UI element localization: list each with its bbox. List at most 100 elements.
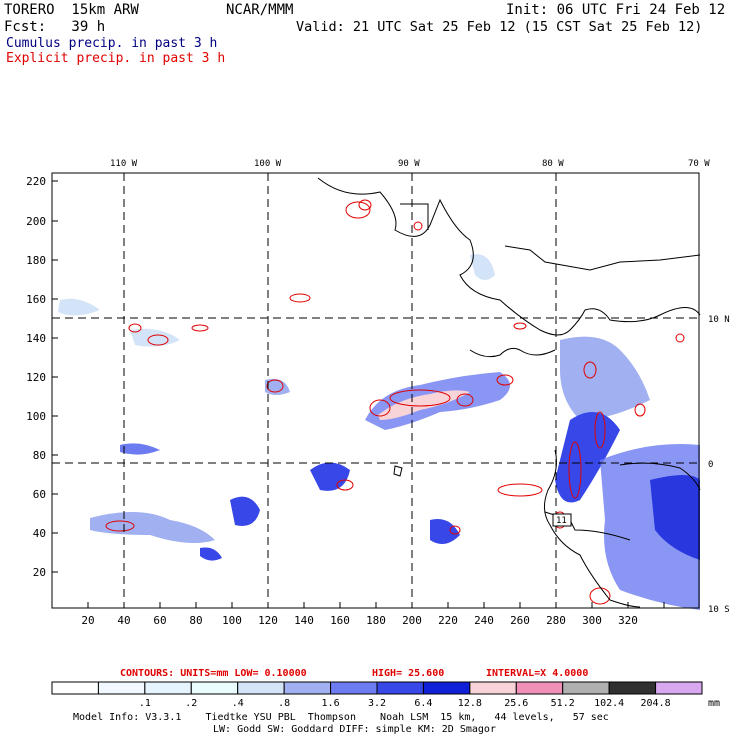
organization-label: NCAR/MMM [226, 2, 294, 18]
precip-area [560, 336, 650, 420]
y-tick-label: 60 [33, 488, 46, 501]
contour [413, 221, 423, 231]
model-info: Model Info: V3.3.1 Tiedtke YSU PBL Thomp… [73, 712, 609, 723]
contour-info: CONTOURS: UNITS=mm LOW= 0.10000 HIGH= 25… [120, 668, 588, 679]
contour [369, 399, 391, 417]
contour [128, 323, 142, 333]
x-tick-label: 160 [330, 614, 350, 627]
coastline [469, 347, 556, 358]
lon-label: 90 W [398, 159, 420, 169]
y-tick-label: 200 [26, 215, 46, 228]
valid-time: Valid: 21 UTC Sat 25 Feb 12 (15 CST Sat … [296, 19, 703, 35]
y-tick-label: 40 [33, 527, 46, 540]
y-tick-label: 140 [26, 332, 46, 345]
precip-area [378, 390, 470, 420]
precip-area [230, 496, 260, 526]
model-title: TORERO 15km ARW [4, 2, 139, 18]
precip-area [58, 298, 100, 316]
colorbar-label: 204.8 [641, 698, 671, 709]
contour-units: CONTOURS: UNITS=mm LOW= 0.10000 [120, 668, 307, 679]
colorbar-label: .4 [232, 698, 244, 709]
y-tick-label: 180 [26, 254, 46, 267]
x-tick-label: 60 [153, 614, 166, 627]
x-tick-label: 240 [474, 614, 494, 627]
x-tick-label: 260 [510, 614, 530, 627]
contour [105, 520, 135, 532]
x-tick-label: 120 [258, 614, 278, 627]
coastline [544, 511, 631, 541]
x-tick-label: 200 [402, 614, 422, 627]
x-tick-label: 140 [294, 614, 314, 627]
contour-interval: INTERVAL=X 4.0000 [486, 668, 588, 679]
explicit-contours [105, 199, 685, 605]
coastline [544, 449, 641, 608]
colorbar-cell [330, 681, 378, 695]
contour [345, 201, 371, 219]
x-tick-label: 300 [582, 614, 602, 627]
precip-area [265, 378, 290, 395]
y-tick-label: 100 [26, 410, 46, 423]
colorbar-labels: .1 .2 .4 .8 1.6 3.2 6.4 12.8 25.6 51.2 102.4 204.8 [139, 698, 671, 709]
x-tick-label: 80 [189, 614, 202, 627]
colorbar-label: 102.4 [594, 698, 624, 709]
y-tick-label: 160 [26, 293, 46, 306]
contour-high: HIGH= 25.600 [372, 668, 444, 679]
colorbar-cell [283, 681, 332, 695]
colorbar-cell [376, 681, 424, 695]
cumulus-field-label: Cumulus precip. in past 3 h [6, 36, 218, 51]
colorbar-cell [144, 681, 192, 695]
colorbar-cell [51, 681, 99, 695]
contour [594, 411, 606, 449]
forecast-hour: Fcst: 39 h [4, 19, 106, 35]
colorbar-unit: mm [708, 698, 720, 709]
lon-label: 100 W [254, 159, 282, 169]
contour [583, 361, 597, 379]
contour [191, 324, 209, 332]
contour [336, 479, 354, 491]
colorbar-label: .1 [139, 698, 151, 709]
lat-labels: 10 N 0 10 S [708, 315, 730, 615]
x-tick-label: 180 [366, 614, 386, 627]
colorbar-cell [97, 681, 146, 695]
colorbar-cell [655, 681, 703, 695]
colorbar-cell [422, 681, 471, 695]
contour [147, 334, 169, 346]
precip-area [650, 475, 700, 560]
precip-area [90, 511, 215, 544]
coastline [504, 245, 701, 271]
contour [568, 441, 582, 499]
contour [289, 293, 311, 303]
colorbar-cell [515, 681, 564, 695]
contour [389, 389, 451, 407]
lat-label: 10 N [708, 315, 730, 325]
precip-area [310, 462, 350, 491]
init-time: Init: 06 UTC Fri 24 Feb 12 [506, 2, 726, 18]
graticule [52, 173, 699, 608]
y-tick-label: 120 [26, 371, 46, 384]
lat-label: 0 [708, 460, 713, 470]
precip-area [430, 519, 460, 544]
colorbar-cell [190, 681, 239, 695]
contour [589, 587, 611, 605]
box-label: 11 [556, 516, 567, 526]
colorbar-label: .2 [185, 698, 197, 709]
colorbar-label: 12.8 [458, 698, 482, 709]
y-tick-label: 220 [26, 175, 46, 188]
lon-label: 110 W [110, 159, 138, 169]
colorbar-label: .8 [278, 698, 290, 709]
contour [266, 379, 284, 393]
colorbar-cell [608, 681, 657, 695]
contour [634, 403, 646, 417]
model-physics: LW: Godd SW: Goddard DIFF: simple KM: 2D… [213, 724, 496, 735]
precip-area [200, 547, 222, 561]
colorbar-label: 51.2 [551, 698, 575, 709]
explicit-field-label: Explicit precip. in past 3 h [6, 51, 226, 66]
colorbar-cell [469, 681, 517, 695]
precip-area [555, 412, 620, 503]
precip-area [120, 443, 160, 455]
x-tick-label: 20 [81, 614, 94, 627]
precip-shading [58, 254, 700, 610]
contour [449, 525, 461, 535]
colorbar-label: 1.6 [322, 698, 340, 709]
